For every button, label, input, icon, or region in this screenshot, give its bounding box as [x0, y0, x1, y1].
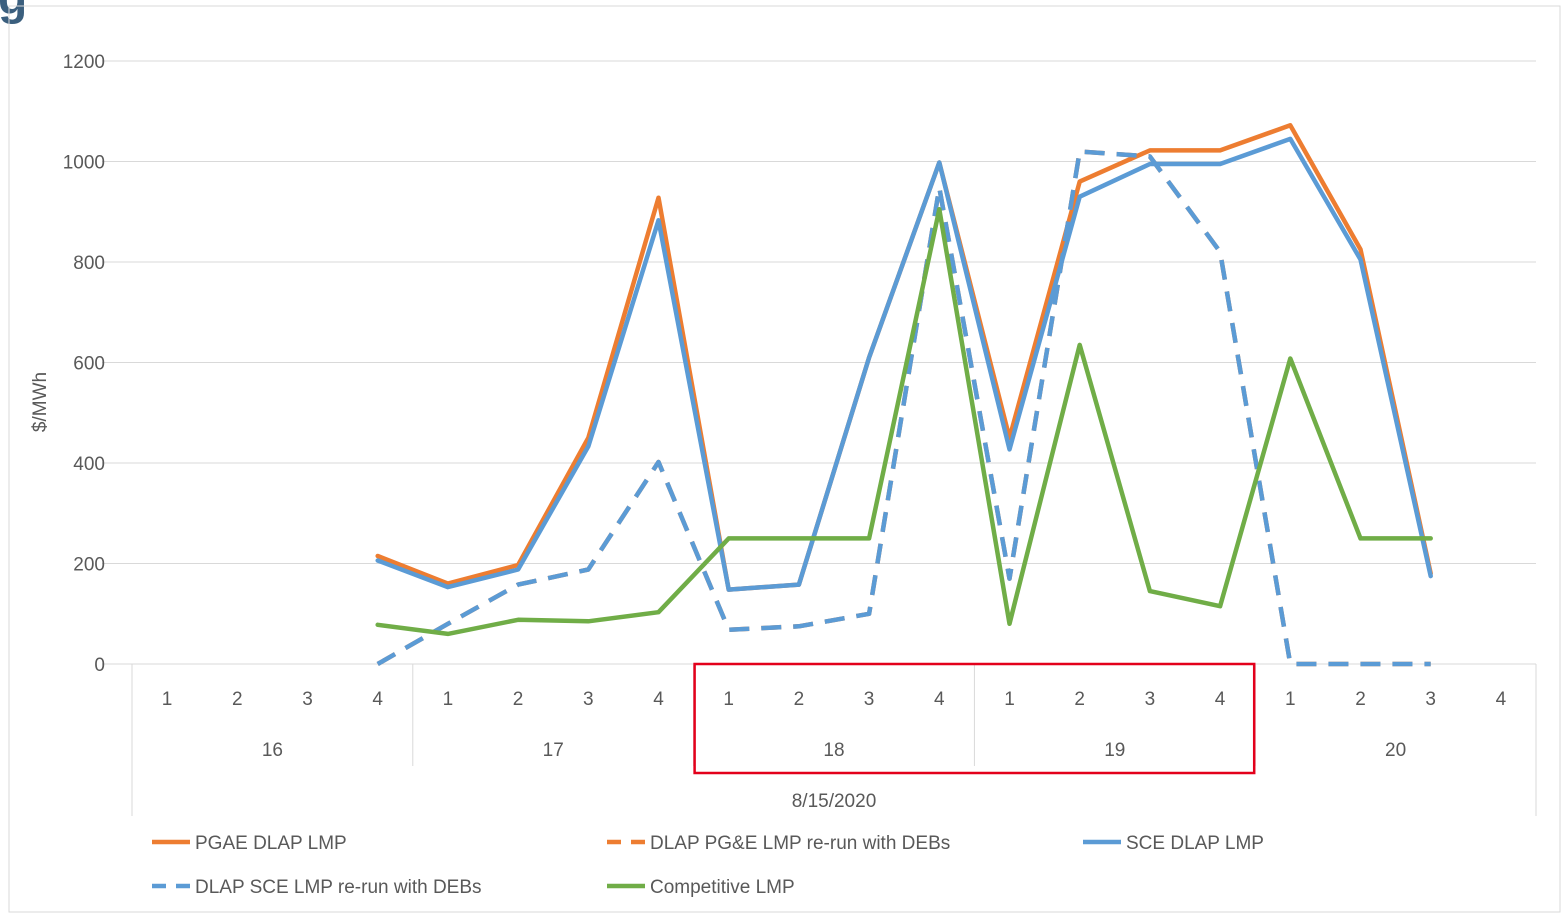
y-axis-label: $/MWh	[30, 372, 51, 432]
legend-label: SCE DLAP LMP	[1126, 833, 1264, 854]
series-lines	[375, 123, 1433, 667]
x-tick-label: 2	[794, 689, 805, 710]
x-tick-label: 3	[1145, 689, 1156, 710]
x-tick-label: 4	[934, 689, 945, 710]
hour-label: 19	[1104, 740, 1125, 761]
legend-label: Competitive LMP	[650, 877, 795, 898]
y-tick-label: 400	[73, 454, 105, 475]
category-axis: 1 2 3 4 1 2 3 4 1 2 3 4 1 2 3 4 1 2 3 4 16 17 18 19 20 8/15/2020	[131, 663, 1537, 816]
series-line-3	[375, 136, 1433, 592]
series-line-1	[375, 123, 1433, 592]
chart-title-fragment: g	[0, 0, 27, 25]
x-tick-label: 3	[864, 689, 875, 710]
y-tick-label: 600	[73, 354, 105, 375]
hour-label: 20	[1385, 740, 1406, 761]
series-line-2	[376, 149, 1431, 667]
x-tick-label: 4	[372, 689, 383, 710]
legend-label: DLAP PG&E LMP re-run with DEBs	[650, 833, 950, 854]
x-tick-label: 2	[513, 689, 524, 710]
y-tick-label: 1000	[63, 153, 105, 174]
x-tick-label: 1	[1285, 689, 1296, 710]
y-tick-label: 200	[73, 555, 105, 576]
x-tick-label: 4	[1496, 689, 1507, 710]
x-tick-label: 2	[232, 689, 243, 710]
y-tick-label: 800	[73, 253, 105, 274]
x-tick-label: 1	[443, 689, 454, 710]
x-tick-label: 1	[1004, 689, 1015, 710]
x-tick-label: 2	[1355, 689, 1366, 710]
legend-label: DLAP SCE LMP re-run with DEBs	[195, 877, 482, 898]
x-tick-label: 3	[1425, 689, 1436, 710]
chart-area-border	[8, 5, 1561, 913]
x-tick-label: 3	[583, 689, 594, 710]
hour-label: 18	[823, 740, 844, 761]
hour-label: 16	[262, 740, 283, 761]
series-line-5	[375, 206, 1433, 637]
hour-label: 17	[543, 740, 564, 761]
legend: PGAE DLAP LMP DLAP PG&E LMP re-run with D…	[152, 833, 1264, 898]
date-label: 8/15/2020	[792, 791, 877, 812]
legend-label: PGAE DLAP LMP	[195, 833, 347, 854]
gridlines	[102, 60, 1536, 665]
series-line-4	[376, 149, 1431, 667]
y-axis: 0 200 400 600 800 1000 1200	[63, 52, 105, 676]
x-tick-label: 3	[302, 689, 313, 710]
y-tick-label: 1200	[63, 52, 105, 73]
x-tick-label: 1	[162, 689, 173, 710]
y-tick-label: 0	[94, 655, 105, 676]
highlight-box	[693, 662, 1256, 775]
x-tick-label: 2	[1074, 689, 1085, 710]
x-tick-label: 1	[723, 689, 734, 710]
x-tick-label: 4	[653, 689, 664, 710]
x-tick-label: 4	[1215, 689, 1226, 710]
